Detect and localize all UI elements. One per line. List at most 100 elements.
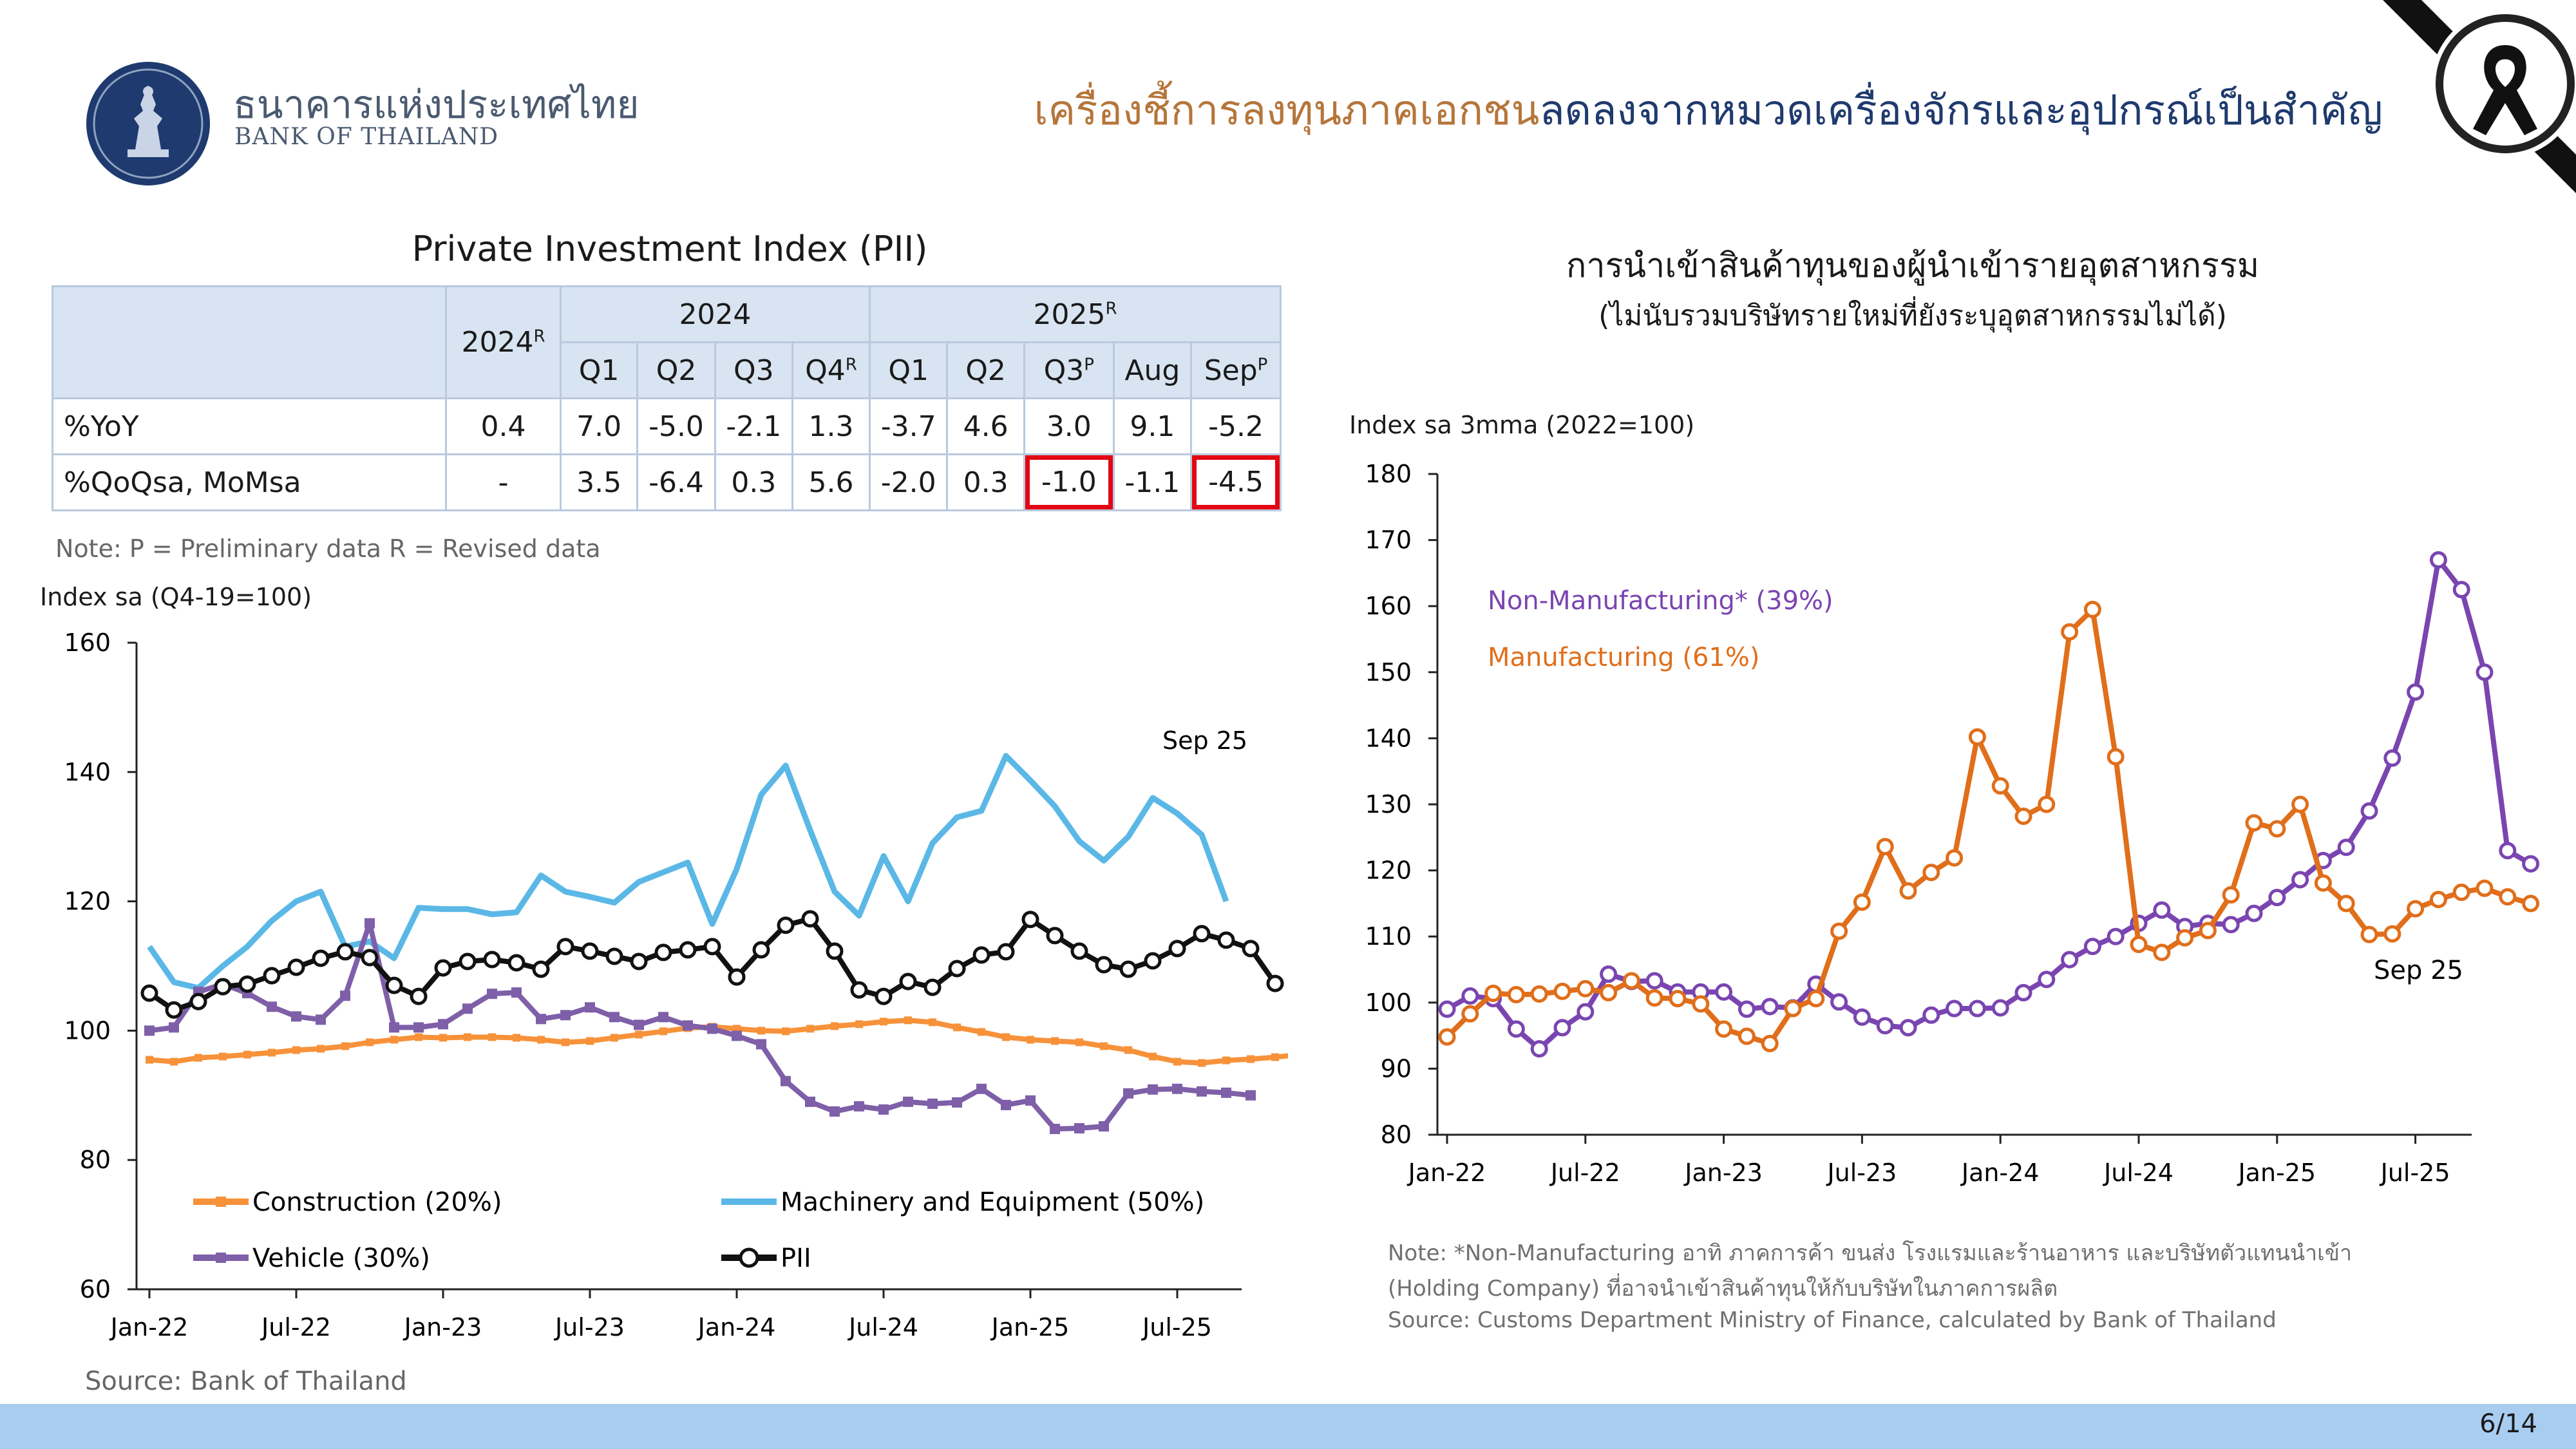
- legend-marker: [216, 1197, 226, 1207]
- data-point: [683, 1020, 693, 1031]
- page-headline: เครื่องชี้การลงทุนภาคเอกชนลดลงจากหมวดเคร…: [1034, 77, 2383, 143]
- table-cell: -1.0: [1023, 453, 1115, 511]
- data-point: [560, 1010, 571, 1021]
- period-header-8: SepP: [1190, 341, 1282, 399]
- data-point: [1853, 1008, 1871, 1026]
- data-point: [1075, 1038, 1083, 1046]
- data-point: [439, 1034, 447, 1042]
- data-point: [1853, 893, 1871, 911]
- x-tick-label: Jul-23: [554, 1313, 625, 1341]
- data-point: [782, 1027, 790, 1036]
- data-point: [658, 1012, 668, 1023]
- data-point: [953, 1023, 961, 1032]
- data-point: [634, 1019, 644, 1030]
- data-point: [2291, 795, 2309, 813]
- y-tick-label: 160: [1365, 592, 1412, 620]
- table-cell: -5.2: [1190, 397, 1282, 455]
- data-point: [679, 941, 697, 959]
- table-cell: 7.0: [559, 397, 639, 455]
- sep-25-annotation: Sep 25: [1162, 726, 1247, 755]
- data-point: [2268, 889, 2286, 907]
- headline-part-2: ลดลงจากหมวดเครื่องจักรและอุปกรณ์เป็นสำคั…: [1539, 87, 2383, 135]
- data-point: [2407, 683, 2425, 701]
- data-point: [2061, 951, 2079, 969]
- data-point: [2038, 795, 2056, 813]
- data-point: [2522, 855, 2540, 873]
- headline-part-1: เครื่องชี้การลงทุนภาคเอกชน: [1034, 87, 1540, 135]
- data-point: [585, 1002, 595, 1013]
- data-point: [1100, 1042, 1108, 1050]
- x-tick-label: Jul-24: [848, 1313, 918, 1341]
- data-point: [1692, 995, 1710, 1013]
- period-header-7: Aug: [1112, 341, 1193, 399]
- table-cell: 1.3: [791, 397, 871, 455]
- x-tick-label: Jan-23: [1683, 1159, 1763, 1187]
- data-point: [976, 1083, 987, 1094]
- data-point: [611, 1034, 618, 1042]
- data-point: [2476, 879, 2494, 897]
- data-point: [2360, 802, 2378, 820]
- data-point: [140, 984, 158, 1002]
- data-point: [756, 1039, 766, 1050]
- data-point: [801, 910, 819, 928]
- data-point: [2291, 871, 2309, 889]
- data-point: [170, 1057, 178, 1066]
- year-column-header: 2024R: [445, 285, 562, 399]
- data-point: [1553, 1019, 1571, 1037]
- data-point: [854, 1101, 864, 1112]
- data-point: [1050, 1124, 1060, 1135]
- data-point: [1245, 1090, 1256, 1101]
- data-point: [1222, 1056, 1230, 1065]
- data-point: [1876, 1017, 1894, 1035]
- y-tick-label: 90: [1381, 1054, 1412, 1083]
- data-point: [415, 1033, 422, 1041]
- bank-name-english: BANK OF THAILAND: [234, 124, 499, 150]
- bank-name-thai: ธนาคารแห่งประเทศไทย: [233, 82, 639, 128]
- data-point: [390, 1036, 398, 1044]
- data-point: [1946, 999, 1964, 1018]
- data-point: [1002, 1033, 1010, 1041]
- data-point: [2452, 581, 2470, 599]
- data-point: [777, 916, 795, 934]
- data-point: [609, 1012, 620, 1023]
- data-point: [1600, 983, 1618, 1001]
- table-cell: -3.7: [869, 397, 949, 455]
- data-point: [904, 1016, 912, 1025]
- data-point: [1577, 1003, 1595, 1021]
- data-point: [1247, 1055, 1255, 1063]
- table-cell: 3.5: [559, 453, 639, 511]
- data-point: [586, 1037, 594, 1045]
- data-point: [2499, 842, 2517, 860]
- data-point: [169, 1022, 179, 1033]
- right-note-line-2: (Holding Company) ที่อาจนำเข้าสินค้าทุนใ…: [1388, 1276, 2058, 1302]
- data-point: [1124, 1046, 1132, 1054]
- period-header-3: Q4R: [791, 341, 871, 399]
- data-point: [581, 942, 599, 960]
- table-cell: -2.1: [714, 397, 793, 455]
- x-tick-label: Jul-23: [1826, 1159, 1897, 1187]
- data-point: [2014, 983, 2032, 1001]
- legend-marker: [216, 1253, 226, 1263]
- data-point: [1119, 960, 1137, 978]
- legend-marker: [739, 1247, 759, 1268]
- data-point: [1172, 1083, 1182, 1094]
- table-cell: 0.3: [714, 453, 793, 511]
- period-header-5: Q2: [946, 341, 1025, 399]
- data-point: [464, 1033, 471, 1041]
- period-header-4: Q1: [869, 341, 949, 399]
- data-point: [1922, 864, 1940, 882]
- table-cell: 3.0: [1023, 397, 1115, 455]
- data-point: [365, 918, 375, 929]
- x-tick-label: Jan-25: [2237, 1159, 2316, 1187]
- data-point: [434, 959, 452, 977]
- data-point: [2083, 600, 2101, 618]
- data-point: [2360, 925, 2378, 943]
- data-point: [733, 1025, 741, 1033]
- table-cell: 9.1: [1112, 397, 1193, 455]
- x-tick-label: Jul-24: [2103, 1159, 2174, 1187]
- data-point: [2176, 929, 2194, 947]
- data-point: [2268, 820, 2286, 838]
- period-header-row: Q1 Q2 Q3 Q4R Q1 Q2 Q3P Aug SepP: [53, 341, 1282, 399]
- data-point: [291, 1011, 301, 1022]
- data-point: [2038, 971, 2056, 989]
